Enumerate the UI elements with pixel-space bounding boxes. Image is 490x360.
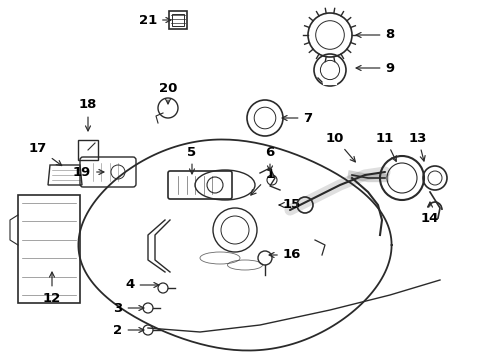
Text: 4: 4 bbox=[125, 279, 159, 292]
Text: 8: 8 bbox=[356, 28, 394, 41]
Text: 7: 7 bbox=[282, 112, 313, 125]
Text: 20: 20 bbox=[159, 81, 177, 104]
Text: 19: 19 bbox=[73, 166, 104, 179]
Text: 21: 21 bbox=[139, 13, 171, 27]
Text: 5: 5 bbox=[188, 145, 196, 174]
Text: 15: 15 bbox=[279, 198, 301, 211]
Text: 16: 16 bbox=[269, 248, 301, 261]
Text: 14: 14 bbox=[421, 202, 439, 225]
Text: 13: 13 bbox=[409, 131, 427, 161]
Text: 17: 17 bbox=[29, 141, 62, 166]
Text: 2: 2 bbox=[114, 324, 144, 337]
Bar bbox=[169, 11, 187, 29]
Text: 1: 1 bbox=[251, 168, 274, 195]
Text: 12: 12 bbox=[43, 272, 61, 305]
Text: 3: 3 bbox=[113, 302, 144, 315]
Text: 11: 11 bbox=[376, 131, 396, 161]
Text: 9: 9 bbox=[356, 62, 394, 75]
Bar bbox=[18, 195, 80, 303]
Text: 6: 6 bbox=[266, 145, 274, 171]
Text: 18: 18 bbox=[79, 99, 97, 131]
Bar bbox=[172, 14, 184, 26]
Text: 10: 10 bbox=[326, 131, 355, 162]
